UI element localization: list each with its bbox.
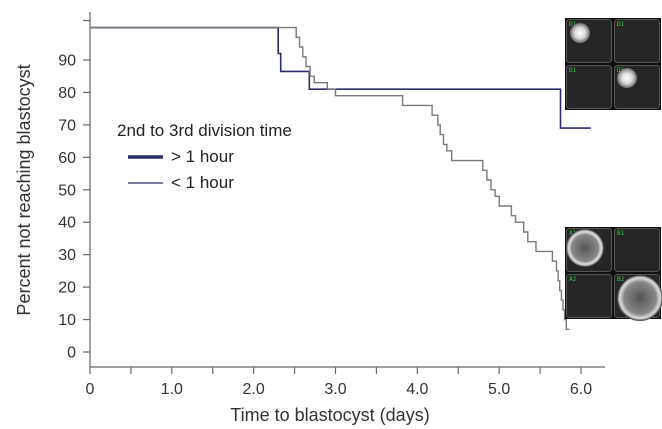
x-tick-label: 0 (86, 381, 95, 398)
y-tick-label: 10 (58, 312, 76, 329)
series-line-short (90, 26, 570, 330)
x-ticks: 0 1.0 2.0 3.0 4.0 5.0 6.0 (86, 367, 592, 398)
inset-well (614, 19, 660, 63)
x-tick-label: 6.0 (570, 381, 592, 398)
x-tick-label: 4.0 (406, 381, 428, 398)
embryo-micrograph-icon: D1D1D1D1 (565, 18, 661, 110)
embryo-blastocyst (617, 275, 662, 321)
y-axis-label: Percent not reaching blastocyst (14, 64, 34, 315)
well-label: D1 (617, 21, 625, 28)
x-tick-label: 3.0 (324, 381, 346, 398)
legend: 2nd to 3rd division time > 1 hour < 1 ho… (117, 121, 292, 192)
axes: 0 10 20 30 40 50 60 70 80 90 0 1.0 2.0 3.0 4.0 5.0 6.0 (58, 12, 605, 398)
x-tick-label: 1.0 (161, 381, 183, 398)
embryo-cell (617, 68, 637, 88)
legend-title: 2nd to 3rd division time (117, 121, 292, 140)
well-label: A2 (569, 276, 577, 283)
embryo-blastocyst-rim (618, 276, 662, 320)
y-tick-label: 20 (58, 280, 76, 297)
embryo-cell (570, 23, 590, 43)
inset-well (614, 228, 660, 272)
well-label: B2 (617, 276, 625, 283)
x-axis-label: Time to blastocyst (days) (230, 405, 429, 425)
x-tick-label: 5.0 (488, 381, 510, 398)
y-tick-label: 80 (58, 85, 76, 102)
y-tick-label: 0 (67, 345, 76, 362)
y-tick-label: 60 (58, 150, 76, 167)
y-tick-label: 30 (58, 247, 76, 264)
y-tick-label: 90 (58, 53, 76, 70)
inset-well (566, 65, 612, 109)
inset-well (566, 274, 612, 318)
y-tick-label: 70 (58, 117, 76, 134)
well-label: B1 (617, 230, 625, 237)
well-label: D1 (569, 21, 577, 28)
well-label: D1 (569, 67, 577, 74)
embryo-blastocyst-rim (567, 230, 603, 266)
y-tick-label: 50 (58, 182, 76, 199)
y-ticks: 0 10 20 30 40 50 60 70 80 90 (58, 19, 90, 362)
embryo-blastocyst (566, 229, 604, 267)
series-layer (90, 26, 591, 330)
legend-entry-long: > 1 hour (171, 147, 234, 166)
x-tick-label: 2.0 (243, 381, 265, 398)
series-line-long (90, 26, 591, 129)
y-tick-label: 40 (58, 215, 76, 232)
legend-entry-short: < 1 hour (171, 173, 234, 192)
